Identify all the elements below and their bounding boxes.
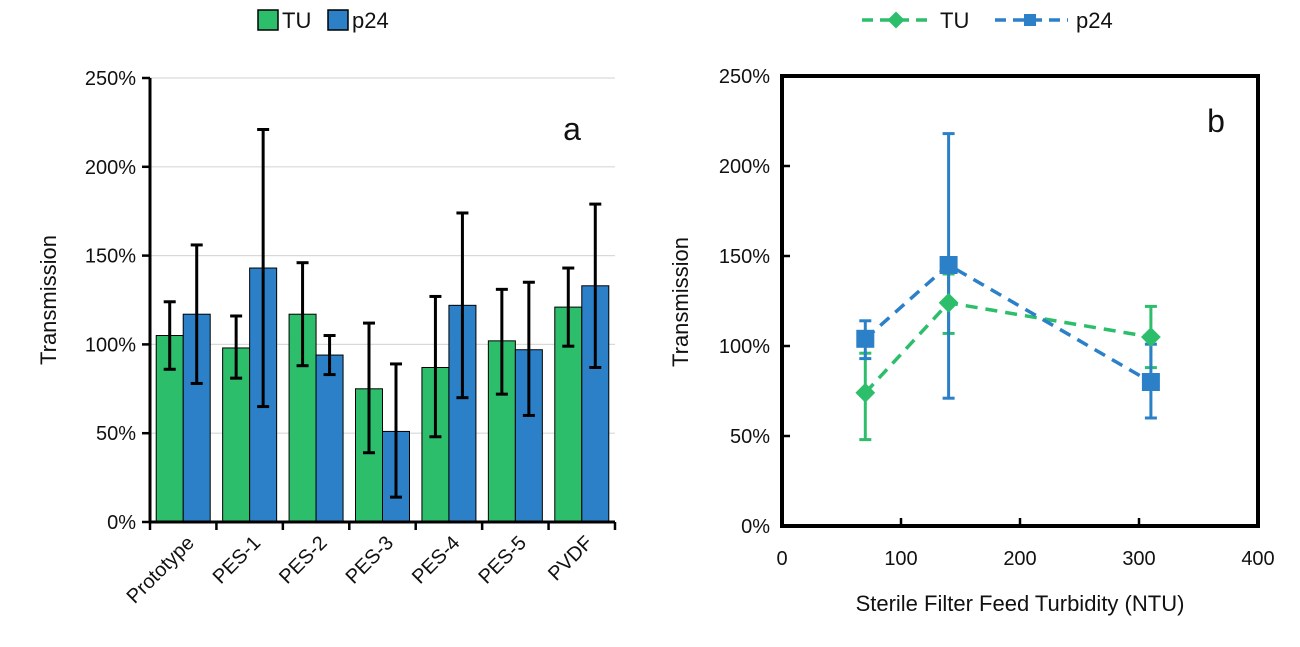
legend-swatch-p24 <box>327 9 349 31</box>
y-tick-label: 150% <box>719 246 770 268</box>
x-tick-label: PES-5 <box>474 532 530 588</box>
x-tick-labels-b: 0 100 200 300 400 <box>776 548 1274 570</box>
y-tick-label: 250% <box>85 68 136 90</box>
y-tick-label: 100% <box>85 334 136 356</box>
x-tick-label: PES-2 <box>275 532 331 588</box>
y-tick-label: 200% <box>719 156 770 178</box>
panel-label-a: a <box>563 111 581 147</box>
y-tick-label: 250% <box>719 66 770 88</box>
legend-a: TU p24 <box>257 8 389 33</box>
point-tu <box>855 382 876 403</box>
legend-label-p24: p24 <box>352 8 389 33</box>
legend-b: TU p24 <box>862 8 1113 33</box>
line-chart-panel-b: TU p24 0% 50% 100% 150% 200% 250% 0 100 200 300 4… <box>668 8 1275 616</box>
bar-chart-panel-a: TU p24 0%50%100%150%200%250% Prototype PE… <box>36 8 617 608</box>
y-axis-title-a: Transmission <box>36 235 61 365</box>
x-axis-title-b: Sterile Filter Feed Turbidity (NTU) <box>856 591 1185 616</box>
x-tick-label: PES-4 <box>408 532 464 588</box>
legend-marker-p24 <box>1024 14 1036 26</box>
x-tick-label: Prototype <box>123 532 199 608</box>
axes-b <box>780 74 1260 528</box>
series-line-tu <box>864 300 1152 394</box>
y-tick-label: 0% <box>107 512 136 534</box>
x-tick-label: 0 <box>776 548 787 570</box>
legend-swatch-tu <box>257 9 279 31</box>
y-tick-label: 100% <box>719 336 770 358</box>
point-p24 <box>939 256 958 274</box>
y-tick-label: 50% <box>730 426 770 448</box>
y-tick-label: 200% <box>85 157 136 179</box>
y-tick-labels-a: 0% 50% 100% 150% 200% 250% <box>85 68 136 534</box>
y-axis-title-b: Transmission <box>668 237 693 367</box>
y-tick-label: 0% <box>741 516 770 538</box>
point-p24 <box>1141 373 1160 391</box>
y-tick-labels-b: 0% 50% 100% 150% 200% 250% <box>719 66 770 538</box>
y-tick-label: 150% <box>85 246 136 268</box>
point-tu <box>938 292 959 313</box>
legend-label-tu: TU <box>282 8 311 33</box>
x-tick-label: PES-3 <box>342 532 398 588</box>
legend-label-p24-b: p24 <box>1076 8 1113 33</box>
x-tick-label: 300 <box>1122 548 1155 570</box>
x-tick-label: 400 <box>1241 548 1274 570</box>
panel-label-b: b <box>1207 103 1225 139</box>
y-tick-label: 50% <box>96 423 136 445</box>
x-tick-label: PES-1 <box>209 532 265 588</box>
axes-a <box>142 76 617 530</box>
bars-a <box>155 267 610 523</box>
plot-frame <box>780 74 1260 528</box>
legend-label-tu-b: TU <box>940 8 969 33</box>
legend-marker-tu <box>887 11 905 29</box>
series-line-p24 <box>864 262 1152 384</box>
point-tu <box>1141 327 1161 347</box>
bar-p24 <box>315 354 344 523</box>
error-bars-a <box>163 128 602 499</box>
x-tick-label: 200 <box>1003 548 1036 570</box>
gridlines-a <box>150 77 615 434</box>
point-p24 <box>856 329 875 348</box>
series-b <box>855 132 1161 442</box>
x-tick-labels-a: Prototype PES-1 PES-2 PES-3 PES-4 PES-5 PVDF <box>123 532 598 608</box>
x-tick-label: 100 <box>884 548 917 570</box>
x-tick-label: PVDF <box>544 532 597 585</box>
